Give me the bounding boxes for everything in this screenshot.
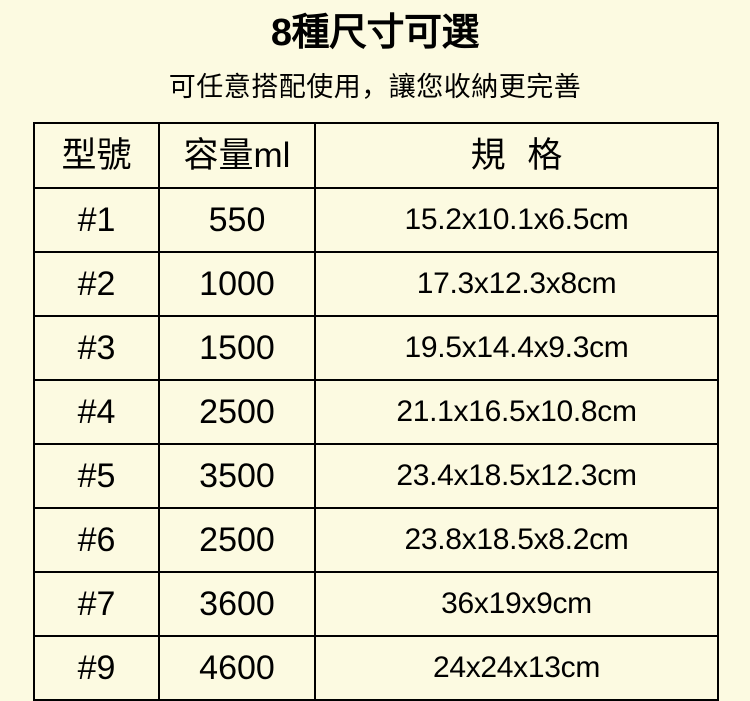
cell-capacity: 2500 (158, 507, 316, 573)
cell-spec: 36x19x9cm (314, 571, 719, 637)
table-row: #5 3500 23.4x18.5x12.3cm (33, 443, 719, 509)
cell-capacity: 4600 (158, 635, 316, 701)
page-title: 8種尺寸可選 (270, 12, 480, 54)
table-row: #2 1000 17.3x12.3x8cm (33, 251, 719, 317)
table-row: #1 550 15.2x10.1x6.5cm (33, 187, 719, 253)
cell-model: #5 (33, 443, 160, 509)
cell-spec: 23.4x18.5x12.3cm (314, 443, 719, 509)
cell-model: #1 (33, 187, 160, 253)
table-row: #4 2500 21.1x16.5x10.8cm (33, 379, 719, 445)
table-row: #3 1500 19.5x14.4x9.3cm (33, 315, 719, 381)
cell-model: #6 (33, 507, 160, 573)
cell-model: #4 (33, 379, 160, 445)
column-header-capacity: 容量ml (158, 122, 316, 189)
cell-capacity: 3500 (158, 443, 316, 509)
column-header-spec: 規 格 (314, 122, 719, 189)
cell-capacity: 550 (158, 187, 316, 253)
table-row: #6 2500 23.8x18.5x8.2cm (33, 507, 719, 573)
size-spec-table: 型號 容量ml 規 格 #1 550 15.2x10.1x6.5cm #2 1000 17… (33, 122, 719, 701)
cell-spec: 15.2x10.1x6.5cm (314, 187, 719, 253)
cell-model: #7 (33, 571, 160, 637)
table-row: #7 3600 36x19x9cm (33, 571, 719, 637)
cell-capacity: 1500 (158, 315, 316, 381)
column-header-model: 型號 (33, 122, 160, 189)
cell-capacity: 3600 (158, 571, 316, 637)
table-header: 型號 容量ml 規 格 (33, 122, 719, 189)
cell-model: #3 (33, 315, 160, 381)
cell-spec: 19.5x14.4x9.3cm (314, 315, 719, 381)
page-subtitle: 可任意搭配使用，讓您收納更完善 (168, 72, 582, 102)
cell-spec: 17.3x12.3x8cm (314, 251, 719, 317)
table-row: #9 4600 24x24x13cm (33, 635, 719, 701)
cell-spec: 24x24x13cm (314, 635, 719, 701)
cell-model: #9 (33, 635, 160, 701)
cell-spec: 21.1x16.5x10.8cm (314, 379, 719, 445)
cell-capacity: 1000 (158, 251, 316, 317)
table-header-row: 型號 容量ml 規 格 (33, 122, 719, 189)
table-body: #1 550 15.2x10.1x6.5cm #2 1000 17.3x12.3x8cm #… (33, 187, 719, 701)
cell-model: #2 (33, 251, 160, 317)
cell-spec: 23.8x18.5x8.2cm (314, 507, 719, 573)
cell-capacity: 2500 (158, 379, 316, 445)
